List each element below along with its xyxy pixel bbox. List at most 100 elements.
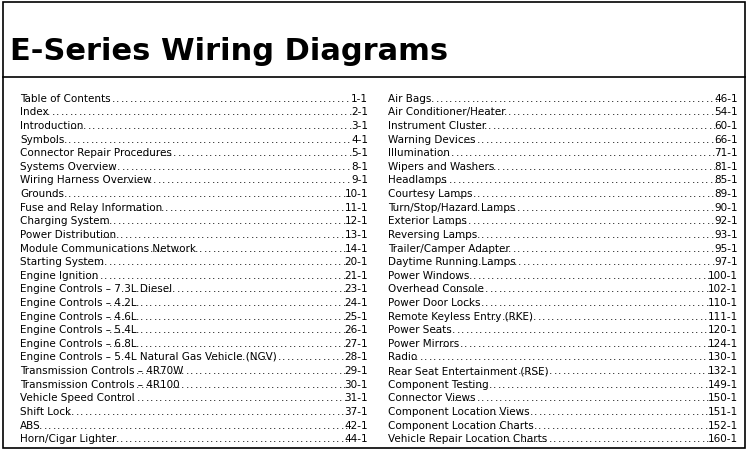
Text: .: . (226, 284, 230, 294)
Text: .: . (180, 161, 183, 171)
Text: .: . (646, 311, 649, 321)
Text: .: . (698, 257, 702, 267)
Text: .: . (302, 257, 305, 267)
Text: .: . (232, 121, 235, 131)
Text: .: . (266, 379, 270, 389)
Text: .: . (206, 433, 209, 443)
Text: .: . (177, 297, 180, 308)
Text: 25-1: 25-1 (344, 311, 368, 321)
Text: .: . (197, 433, 200, 443)
Text: .: . (566, 392, 570, 402)
Text: .: . (679, 230, 682, 239)
Text: .: . (165, 202, 168, 212)
Text: .: . (98, 419, 101, 430)
Text: .: . (303, 392, 306, 402)
Text: .: . (311, 257, 314, 267)
Text: .: . (80, 419, 83, 430)
Text: .: . (589, 189, 593, 199)
Text: .: . (612, 392, 615, 402)
Text: .: . (640, 338, 643, 348)
Text: .: . (162, 257, 166, 267)
Text: .: . (615, 379, 618, 389)
Text: .: . (643, 433, 646, 443)
Text: .: . (275, 338, 279, 348)
Text: .: . (689, 365, 692, 375)
Text: 90-1: 90-1 (714, 202, 738, 212)
Text: .: . (628, 325, 631, 335)
Text: .: . (190, 189, 193, 199)
Text: .: . (172, 297, 175, 308)
Text: .: . (286, 352, 290, 362)
Text: .: . (571, 230, 574, 239)
Text: .: . (142, 121, 145, 131)
Text: .: . (504, 243, 507, 253)
Text: .: . (306, 161, 309, 171)
Text: .: . (239, 243, 243, 253)
Text: .: . (127, 325, 130, 335)
Text: .: . (251, 419, 254, 430)
Text: .: . (518, 270, 521, 280)
Text: .: . (294, 365, 297, 375)
Text: .: . (630, 202, 633, 212)
Text: .: . (450, 134, 453, 144)
Text: .: . (235, 284, 239, 294)
Text: .: . (129, 419, 132, 430)
Text: .: . (610, 419, 613, 430)
Text: .: . (504, 257, 508, 267)
Text: .: . (227, 107, 230, 117)
Text: .: . (545, 243, 548, 253)
Text: .: . (503, 94, 506, 104)
Text: .: . (601, 175, 605, 185)
Text: .: . (304, 107, 307, 117)
Text: .: . (503, 297, 506, 308)
Text: .: . (171, 270, 175, 280)
Text: .: . (679, 202, 683, 212)
Text: .: . (513, 107, 516, 117)
Text: .: . (268, 121, 272, 131)
Text: .: . (210, 352, 214, 362)
Text: .: . (570, 379, 573, 389)
Text: .: . (266, 365, 270, 375)
Text: .: . (221, 243, 225, 253)
Text: .: . (334, 257, 337, 267)
Text: .: . (494, 94, 497, 104)
Text: .: . (657, 230, 660, 239)
Text: .: . (226, 365, 230, 375)
Text: .: . (259, 148, 263, 158)
Text: .: . (682, 419, 685, 430)
Text: .: . (489, 175, 492, 185)
Text: .: . (579, 175, 583, 185)
Text: .: . (150, 107, 154, 117)
Text: .: . (634, 202, 638, 212)
Text: .: . (538, 419, 542, 430)
Text: .: . (574, 325, 577, 335)
Text: .: . (181, 134, 184, 144)
Text: .: . (95, 134, 99, 144)
Text: .: . (113, 134, 117, 144)
Text: .: . (462, 175, 465, 185)
Text: .: . (299, 121, 303, 131)
Text: .: . (675, 134, 678, 144)
Text: .: . (170, 419, 173, 430)
Text: .: . (558, 202, 561, 212)
Text: 4-1: 4-1 (351, 134, 368, 144)
Text: .: . (601, 379, 604, 389)
Text: 124-1: 124-1 (708, 338, 738, 348)
Text: .: . (82, 189, 85, 199)
Text: .: . (79, 107, 82, 117)
Text: .: . (170, 406, 174, 416)
Text: .: . (504, 107, 507, 117)
Text: .: . (494, 175, 497, 185)
Text: .: . (541, 338, 544, 348)
Text: .: . (692, 406, 695, 416)
Text: .: . (339, 365, 342, 375)
Text: .: . (498, 284, 502, 294)
Text: .: . (639, 392, 642, 402)
Text: .: . (710, 406, 713, 416)
Text: .: . (283, 161, 286, 171)
Text: .: . (422, 94, 426, 104)
Text: .: . (525, 406, 529, 416)
Text: .: . (647, 284, 650, 294)
Text: .: . (134, 419, 137, 430)
Text: Transmission Controls – 4R70W: Transmission Controls – 4R70W (20, 365, 183, 375)
